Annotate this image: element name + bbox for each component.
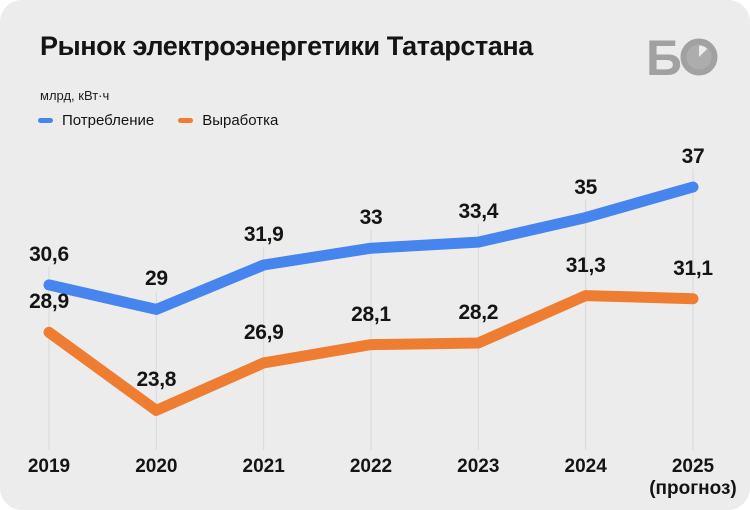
- units-label: млрд, кВт·ч: [40, 88, 110, 103]
- page-title: Рынок электроэнергетики Татарстана: [40, 31, 533, 61]
- x-axis-label-2020: 2020: [135, 456, 177, 478]
- x-axis-label-line: 2019: [27, 456, 71, 477]
- x-axis-label-2024: 2024: [565, 456, 607, 478]
- series-line-consumption: [43, 181, 699, 315]
- consumption-swatch-icon: [38, 118, 53, 123]
- legend-item-generation: Выработка: [178, 112, 278, 129]
- value-label-generation-2020: 23,8: [136, 368, 177, 392]
- legend-item-consumption: Потребление: [38, 112, 154, 129]
- x-axis-label-line: 2023: [457, 456, 500, 477]
- value-label-consumption-2025: 37: [681, 145, 705, 168]
- x-axis-label-line: 2022: [349, 456, 393, 477]
- legend-label-generation: Выработка: [202, 112, 279, 129]
- value-label-generation-2025: 31,1: [673, 256, 713, 280]
- x-axis-label-2022: 2022: [350, 456, 392, 478]
- clock-icon: [680, 38, 718, 76]
- generation-swatch-icon: [178, 118, 194, 123]
- value-label-generation-2023: 28,2: [458, 301, 499, 325]
- series-line-generation: [43, 290, 699, 416]
- value-label-generation-2022: 28,1: [351, 302, 391, 326]
- business-online-logo: Б: [648, 30, 718, 81]
- value-label-consumption-2021: 31,9: [243, 223, 284, 247]
- value-label-consumption-2023: 33,4: [458, 200, 499, 224]
- value-label-generation-2024: 31,3: [565, 253, 606, 277]
- value-label-consumption-2024: 35: [574, 175, 598, 199]
- value-label-consumption-2022: 33: [359, 206, 383, 230]
- x-axis-label-line: 2021: [242, 456, 285, 477]
- value-label-consumption-2020: 29: [144, 267, 168, 291]
- chart-legend: Потребление Выработка: [38, 112, 278, 129]
- x-axis-label-2025: 2025 (прогноз): [649, 456, 737, 500]
- x-axis-label-line: 2024: [564, 456, 607, 477]
- x-axis-label-2019: 2019: [28, 456, 70, 478]
- logo-letter: Б: [648, 30, 682, 81]
- x-axis-label-2021: 2021: [243, 456, 285, 478]
- value-label-generation-2019: 28,9: [29, 290, 69, 314]
- legend-label-consumption: Потребление: [62, 112, 155, 129]
- value-label-generation-2021: 26,9: [243, 320, 284, 344]
- x-axis-label-line: (прогноз): [649, 478, 737, 499]
- x-axis-label-2023: 2023: [457, 456, 499, 478]
- x-axis-label-line: 2025: [671, 456, 715, 477]
- x-axis-label-line: 2020: [135, 456, 178, 477]
- value-label-consumption-2019: 30,6: [29, 242, 69, 266]
